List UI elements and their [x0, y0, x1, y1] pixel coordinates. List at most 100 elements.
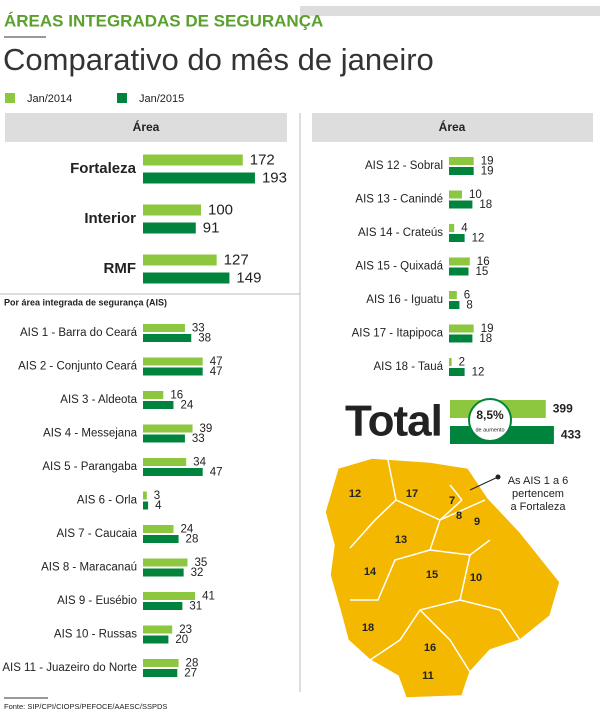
value-label: 18: [479, 199, 492, 211]
value-label: 41: [202, 591, 215, 603]
value-label: 19: [481, 323, 494, 335]
region-label: 9: [474, 516, 480, 528]
bar: [449, 234, 465, 242]
value-label: 127: [224, 251, 249, 268]
value-label: 47: [210, 366, 223, 378]
value-label: 100: [208, 201, 233, 218]
source: Fonte: SIP/CPI/CIOPS/PEFOCE/AAESC/SSPDS: [4, 702, 167, 711]
bar: [449, 324, 474, 333]
region-label: 7: [449, 495, 455, 507]
bar: [143, 154, 243, 166]
bar: [449, 368, 465, 376]
value-label: 8: [466, 300, 472, 312]
bar: [143, 602, 183, 610]
bar: [143, 635, 169, 644]
bar: [143, 424, 193, 433]
badge: [468, 398, 512, 442]
bar: [143, 401, 174, 409]
bar: [449, 200, 473, 209]
value-label: 3: [154, 490, 160, 502]
bar: [143, 172, 255, 184]
category-label: AIS 15 - Quixadá: [355, 261, 443, 273]
category-label: Fortaleza: [70, 160, 137, 177]
region-label: 17: [406, 488, 418, 500]
region-label: 10: [470, 572, 482, 584]
bar: [449, 358, 452, 366]
region-label: 16: [424, 642, 436, 654]
leader-dot: [495, 474, 501, 480]
value-label: 91: [203, 219, 220, 236]
bar: [143, 254, 217, 266]
bar: [449, 257, 470, 266]
value-label: 28: [186, 534, 199, 546]
value-label: 24: [180, 400, 193, 412]
category-label: AIS 17 - Itapipoca: [352, 328, 444, 340]
category-label: AIS 18 - Tauá: [374, 361, 444, 373]
category-label: AIS 6 - Orla: [77, 495, 138, 507]
category-label: AIS 13 - Canindé: [355, 194, 443, 206]
category-label: AIS 3 - Aldeota: [60, 394, 137, 406]
legend-label: Jan/2014: [27, 93, 72, 105]
total-title: Total: [345, 397, 442, 446]
value-label: 4: [461, 223, 468, 235]
value-label: 47: [210, 467, 223, 479]
value-label: 35: [194, 557, 207, 569]
bar: [143, 367, 203, 376]
header-band: [5, 113, 287, 142]
region-label: 11: [422, 670, 434, 682]
section-title: Por área integrada de segurança (AIS): [4, 297, 167, 307]
kicker: ÁREAS INTEGRADAS DE SEGURANÇA: [4, 11, 323, 30]
value-label: 19: [481, 156, 494, 168]
bar: [143, 334, 192, 342]
value-label: 18: [479, 333, 492, 345]
header-band: [312, 113, 593, 142]
category-label: AIS 8 - Maracanaú: [41, 562, 137, 574]
category-label: AIS 4 - Messejana: [43, 428, 138, 440]
value-label: 33: [192, 323, 205, 335]
category-label: Interior: [84, 210, 136, 227]
bar: [143, 222, 196, 234]
category-label: AIS 2 - Conjunto Ceará: [18, 361, 138, 373]
legend-swatch: [5, 93, 15, 103]
value-label: 24: [180, 524, 193, 536]
category-label: AIS 7 - Caucaia: [56, 528, 137, 540]
column-header: Área: [133, 119, 160, 134]
value-label: 172: [250, 151, 275, 168]
value-label: 23: [179, 624, 192, 636]
value-label: 193: [262, 169, 287, 186]
bar: [449, 301, 460, 309]
bar: [143, 659, 179, 667]
value-label: 2: [459, 357, 465, 369]
bar: [143, 491, 147, 500]
map-note: pertencem: [512, 488, 564, 500]
bar: [143, 558, 188, 567]
value-label: 47: [210, 356, 223, 368]
value-label: 4: [155, 500, 162, 512]
value-label: 433: [561, 428, 581, 442]
category-label: AIS 16 - Iguatu: [366, 294, 443, 306]
bar: [143, 568, 184, 577]
value-label: 39: [200, 423, 213, 435]
value-label: 34: [193, 457, 206, 469]
legend-label: Jan/2015: [139, 93, 184, 105]
map-borders: [349, 459, 521, 673]
column-header: Área: [439, 119, 466, 134]
bar: [143, 357, 203, 366]
region-label: 8: [456, 510, 462, 522]
bar: [449, 224, 455, 232]
value-label: 149: [236, 269, 261, 286]
region-label: 12: [349, 488, 361, 500]
category-label: AIS 10 - Russas: [54, 629, 137, 641]
value-label: 38: [198, 333, 211, 345]
value-label: 31: [189, 601, 202, 613]
bar: [143, 272, 230, 284]
bar: [143, 204, 201, 216]
bar: [449, 167, 474, 175]
category-label: AIS 5 - Parangaba: [42, 461, 137, 473]
legend-swatch: [117, 93, 127, 103]
bar: [143, 525, 174, 533]
category-label: AIS 9 - Eusébio: [57, 595, 137, 607]
bar: [449, 267, 469, 276]
top-strip: [300, 6, 600, 16]
